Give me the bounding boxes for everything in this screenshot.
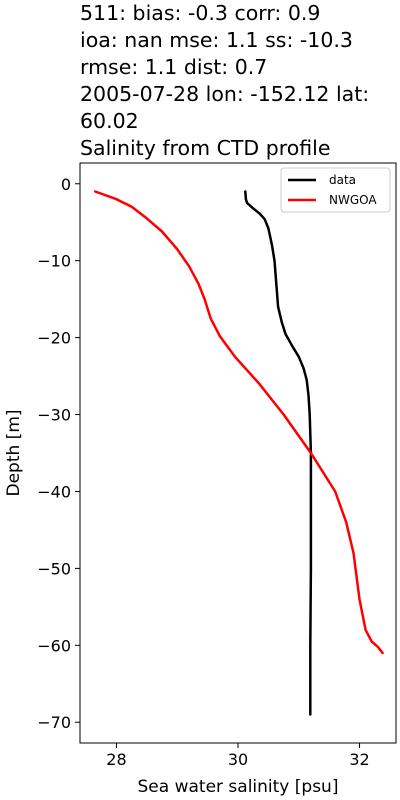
x-axis-label: Sea water salinity [psu]	[138, 777, 339, 797]
x-tick-label: 32	[349, 750, 369, 769]
legend-label-nwgoa: NWGOA	[329, 193, 377, 207]
title-line-stats: 511: bias: -0.3 corr: 0.9	[80, 1, 321, 25]
y-tick-label: −40	[37, 482, 71, 501]
y-tick-label: −10	[37, 252, 71, 271]
y-tick-label: 0	[61, 175, 71, 194]
series-line-data	[244, 190, 313, 716]
plot-frame	[79, 162, 397, 744]
y-tick-label: −60	[37, 636, 71, 655]
y-tick-label: −20	[37, 329, 71, 348]
tick-layer: 28 30 32 0 −10 −20 −30 −40 −50 −60 −70	[37, 175, 369, 769]
x-tick-label: 28	[106, 750, 126, 769]
y-axis-label: Depth [m]	[4, 409, 24, 496]
y-tick-label: −50	[37, 559, 71, 578]
y-tick-label: −30	[37, 406, 71, 425]
title-line-rmse: rmse: 1.1 dist: 0.7	[80, 55, 268, 79]
x-tick-label: 30	[228, 750, 248, 769]
series-layer	[93, 190, 384, 716]
chart-title: 511: bias: -0.3 corr: 0.9 ioa: nan mse: …	[80, 0, 398, 162]
title-line-ioa: ioa: nan mse: 1.1 ss: -10.3	[80, 28, 353, 52]
series-line-nwgoa	[93, 190, 384, 655]
legend: data NWGOA	[280, 167, 391, 213]
title-line-lat: 60.02	[80, 109, 139, 133]
title-line-subject: Salinity from CTD profile	[80, 136, 331, 160]
y-tick-label: −70	[37, 713, 71, 732]
legend-label-data: data	[329, 173, 356, 187]
title-line-date-lon: 2005-07-28 lon: -152.12 lat:	[80, 82, 370, 106]
